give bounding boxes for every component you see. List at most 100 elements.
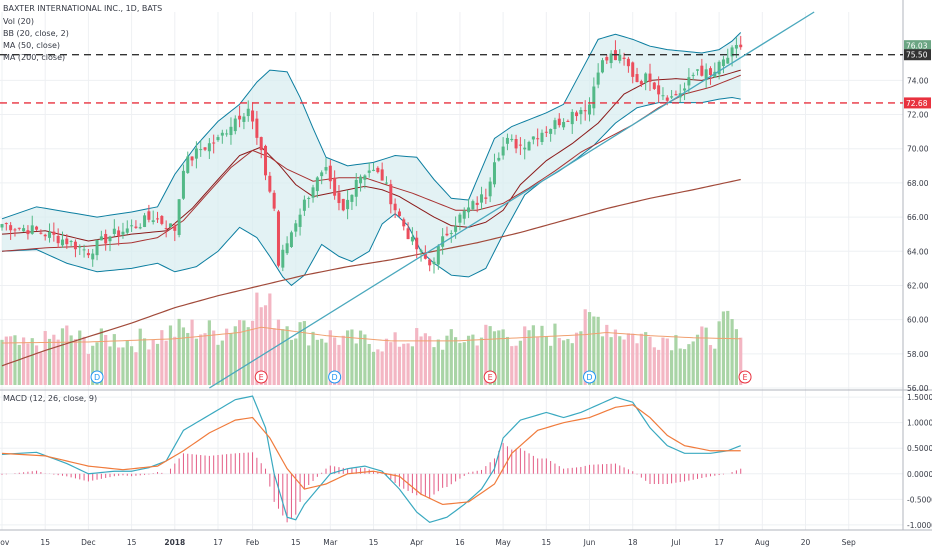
volume-bar [22,337,26,385]
candle [458,212,462,231]
volume-bar [307,345,311,385]
candle-body [562,121,566,128]
volume-bar [250,320,255,385]
candle-body [220,132,224,136]
candle [164,220,168,238]
candle [397,208,401,218]
volume-bar [406,343,410,385]
candle-body [289,232,293,247]
candle [540,129,544,145]
candle-body [518,144,522,146]
volume-bar [423,333,427,385]
candle [160,215,164,226]
volume-bar [281,329,285,385]
candle-body [346,199,350,210]
candle-body [311,187,315,198]
candle-body [0,224,4,228]
candle-body [264,145,268,176]
volume-bar [592,316,596,385]
candle-body [648,73,652,82]
volume-bar [704,327,708,385]
candle [549,128,553,142]
candle [691,72,695,81]
candle [372,162,376,172]
price-tag: 75.50 [904,49,931,61]
candle [259,136,263,159]
candle [475,196,479,213]
candle-body [242,116,246,122]
candle-body [95,239,99,256]
bollinger-upper [1,32,742,220]
candle-body [536,138,540,140]
event-marker-circle [483,370,497,384]
volume-bar [523,326,527,385]
candle [523,139,527,160]
candle [726,48,730,65]
candle [307,196,311,208]
macd-tick-label: -0.5000 [907,495,932,504]
candle-body [212,142,216,144]
volume-bar [419,336,423,385]
volume-bar [497,330,501,385]
volume-bar [151,339,155,385]
candle [380,162,384,181]
legend-ma50: MA (50, close) [3,41,60,50]
candle [467,198,471,219]
candle-body [13,229,17,231]
candle-body [177,199,181,235]
volume-bar [721,311,726,385]
candle-body [285,243,289,254]
candle-body [406,228,410,240]
candle-body [458,214,462,223]
price-tick-label: 66.00 [907,213,929,222]
time-tick-label: 15 [40,538,50,547]
candle-body [441,236,445,247]
candle [419,248,423,262]
bollinger-lower [1,96,741,287]
volume-bar [298,322,302,385]
candle [52,222,56,242]
candle [156,211,160,223]
chart-title: BAXTER INTERNATIONAL INC., 1D, BATS [3,4,162,13]
legend-ma200: MA (200, close) [3,53,65,62]
candle-body [22,228,26,232]
candle [86,249,90,259]
dividend-marker: D [583,370,597,384]
candle-body [497,157,501,161]
volume-bar [117,347,121,385]
time-tick-label: 15 [291,538,301,547]
volume-bar [402,343,406,385]
candle-body [389,184,393,205]
candle [143,212,147,228]
candle [246,100,250,122]
candle [151,210,155,225]
candle-body [354,179,358,197]
candle-body [419,250,423,252]
candle [203,147,207,152]
candle-body [475,202,479,205]
candle [708,66,712,85]
candle [190,156,194,167]
time-tick-label: 17 [213,538,223,547]
volume-bar [164,340,168,385]
candle [0,223,4,231]
event-marker-label: E [259,373,264,382]
volume-bar [652,347,656,385]
volume-bar [531,325,535,385]
candle-body [82,249,86,251]
legend-macd: MACD (12, 26, close, 9) [3,394,97,403]
candle-body [199,149,203,151]
volume-bar [268,293,272,385]
candle-body [259,137,263,151]
candle-body [691,74,695,76]
candle [652,81,656,90]
volume-bar [324,342,328,385]
candle-body [333,177,337,196]
candle [583,100,587,121]
candle-body [665,97,669,101]
candle-body [207,143,211,152]
candle-body [108,236,112,242]
event-marker-circle [738,370,752,384]
volume-bar [104,335,108,385]
candle [73,239,77,258]
